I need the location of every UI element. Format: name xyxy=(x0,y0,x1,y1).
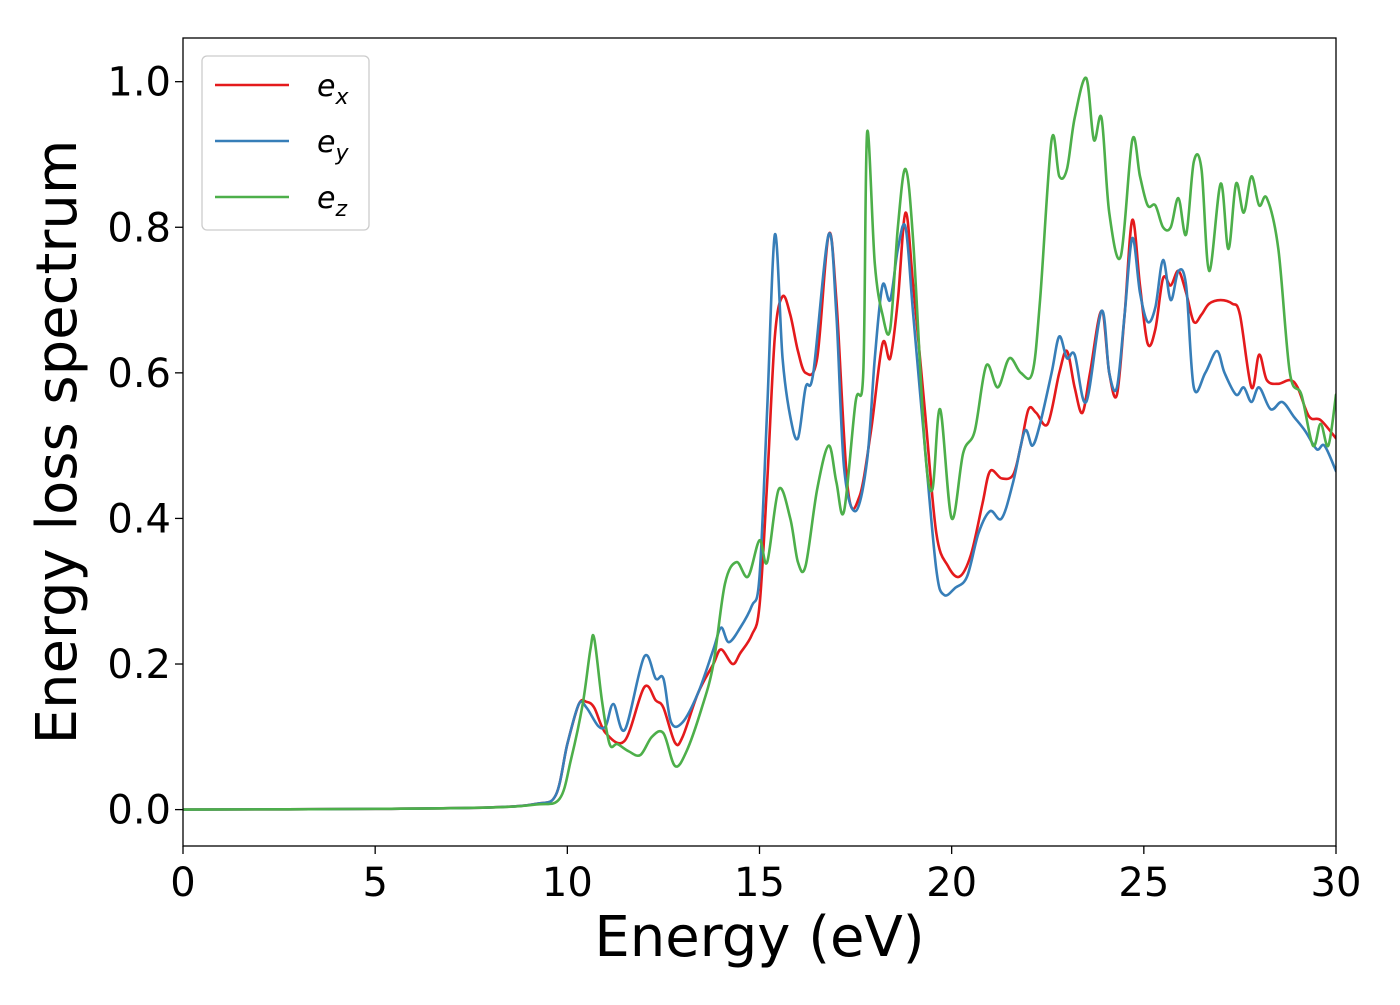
y-axis-label: Energy loss spectrum xyxy=(25,140,90,745)
series-line-x xyxy=(183,211,1336,811)
x-tick-label: 0 xyxy=(170,860,195,906)
x-tick-label: 25 xyxy=(1118,860,1169,906)
x-tick-label: 10 xyxy=(542,860,593,906)
series-line-y xyxy=(183,223,1336,811)
y-tick-label: 1.0 xyxy=(107,60,171,106)
x-axis: 0 5 10 15 20 25 30 xyxy=(170,846,1361,906)
y-tick-label: 0.4 xyxy=(107,496,171,542)
y-tick-label: 0.8 xyxy=(107,205,171,251)
y-tick-label: 0.6 xyxy=(107,351,171,397)
x-tick-label: 15 xyxy=(734,860,785,906)
legend-label-z: ez xyxy=(317,181,347,222)
series-line-z xyxy=(183,76,1336,811)
y-axis: 0.0 0.2 0.4 0.6 0.8 1.0 xyxy=(107,60,183,834)
x-tick-label: 30 xyxy=(1311,860,1362,906)
y-tick-label: 0.0 xyxy=(107,788,171,834)
legend-box xyxy=(201,55,370,231)
legend: ex ey ez xyxy=(201,55,370,231)
series-layer xyxy=(183,76,1336,811)
legend-label-y: ey xyxy=(317,125,349,166)
legend-label-x: ex xyxy=(317,69,349,110)
x-tick-label: 20 xyxy=(926,860,977,906)
x-tick-label: 5 xyxy=(362,860,387,906)
y-tick-label: 0.2 xyxy=(107,642,171,688)
x-axis-label: Energy (eV) xyxy=(594,905,924,970)
